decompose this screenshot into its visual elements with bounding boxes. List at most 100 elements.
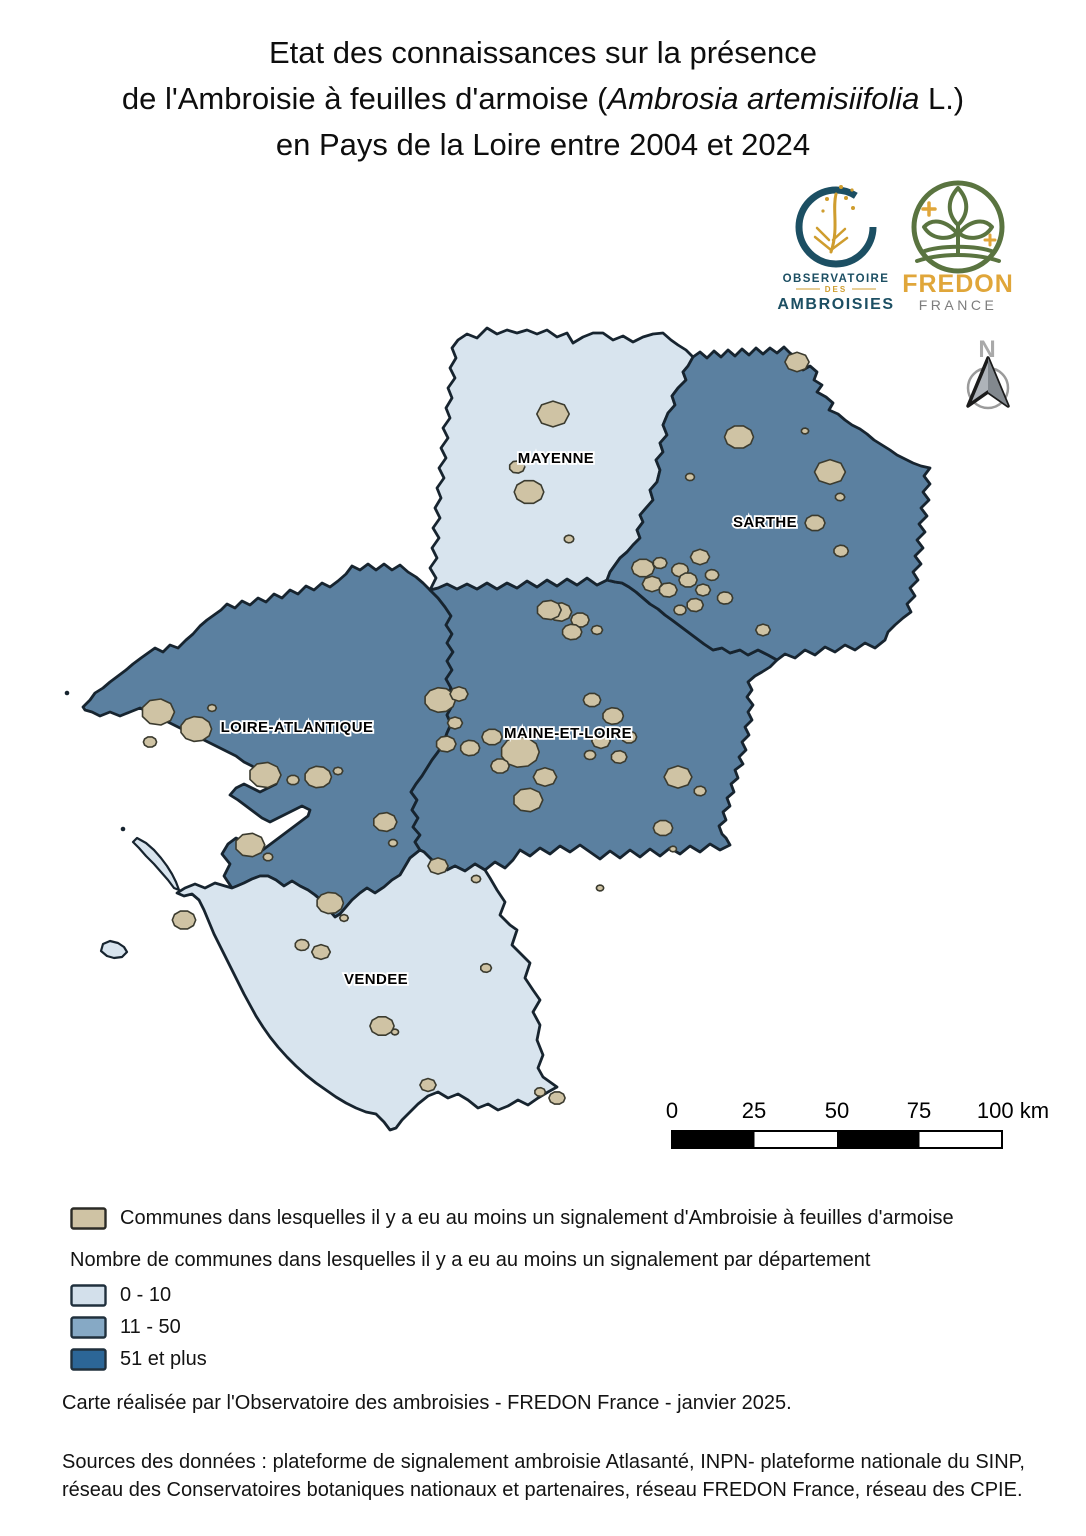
scale-tick-75: 75 bbox=[907, 1098, 931, 1123]
commune-polygon bbox=[470, 874, 482, 884]
legend-commune-swatch bbox=[70, 1206, 107, 1230]
commune-polygon bbox=[532, 766, 558, 788]
commune-polygon bbox=[595, 884, 605, 892]
commune-polygon bbox=[561, 623, 583, 641]
observatoire-plant-leaves bbox=[813, 226, 849, 252]
observatoire-name-line1: OBSERVATOIRE bbox=[783, 273, 890, 285]
islet-dot bbox=[64, 690, 70, 696]
commune-polygon bbox=[508, 460, 526, 474]
commune-polygon bbox=[180, 715, 213, 743]
observatoire-logo: OBSERVATOIRE DES AMBROISIES bbox=[777, 185, 893, 313]
commune-polygon bbox=[582, 692, 602, 708]
commune-polygon bbox=[446, 716, 464, 730]
map-credit: Carte réalisée par l'Observatoire des am… bbox=[62, 1392, 792, 1414]
scale-tick-0: 0 bbox=[666, 1098, 678, 1123]
commune-polygon bbox=[563, 534, 575, 544]
commune-polygon bbox=[459, 739, 481, 757]
commune-polygon bbox=[387, 838, 399, 848]
label-mayenne: MAYENNE bbox=[518, 450, 594, 467]
commune-polygon bbox=[536, 599, 562, 621]
commune-polygon bbox=[304, 765, 333, 789]
commune-polygon bbox=[784, 351, 810, 373]
commune-polygon bbox=[500, 736, 540, 768]
commune-polygon bbox=[813, 458, 847, 486]
commune-polygon bbox=[630, 558, 656, 578]
scale-bar: 0 25 50 75 100 km bbox=[666, 1098, 1049, 1149]
north-label: N bbox=[978, 336, 995, 363]
north-arrow-shade bbox=[988, 358, 1008, 406]
latin-name: Ambrosia artemisiifolia bbox=[607, 81, 920, 116]
commune-polygon bbox=[171, 910, 197, 930]
scale-bar-segment bbox=[837, 1131, 920, 1148]
commune-polygon bbox=[684, 472, 696, 482]
commune-polygon bbox=[481, 728, 503, 746]
observatoire-plant-icon bbox=[829, 192, 838, 254]
commune-polygon bbox=[480, 962, 493, 974]
commune-polygon bbox=[704, 568, 720, 582]
scale-tick-100: 100 km bbox=[977, 1098, 1049, 1123]
commune-polygon bbox=[142, 736, 158, 748]
commune-polygon bbox=[689, 548, 711, 566]
commune-polygon bbox=[590, 624, 604, 636]
title-line-1: Etat des connaissances sur la présence bbox=[269, 35, 817, 70]
legend-commune-label: Communes dans lesquelles il y a eu au mo… bbox=[120, 1206, 954, 1229]
commune-polygon bbox=[427, 857, 449, 875]
commune-polygon bbox=[658, 582, 678, 598]
legend-class-row: 0 - 10 bbox=[70, 1284, 954, 1307]
legend-class-swatch-mid bbox=[70, 1316, 107, 1339]
commune-polygon bbox=[723, 425, 755, 449]
label-vendee: VENDEE bbox=[344, 971, 408, 988]
legend-class-row: 51 et plus bbox=[70, 1348, 954, 1371]
commune-polygon bbox=[249, 761, 282, 789]
commune-polygon bbox=[833, 544, 850, 558]
fredon-sparkle-icons bbox=[921, 201, 997, 247]
fredon-name-line1: FREDON bbox=[902, 270, 1014, 298]
label-maine-et-loire: MAINE-ET-LOIRE bbox=[504, 725, 632, 742]
commune-polygon bbox=[652, 556, 668, 570]
commune-polygon bbox=[390, 1028, 400, 1036]
legend: Communes dans lesquelles il y a eu au mo… bbox=[70, 1203, 954, 1371]
commune-polygon bbox=[694, 583, 712, 597]
legend-class-swatch-low bbox=[70, 1284, 107, 1307]
legend-class-row: 11 - 50 bbox=[70, 1316, 954, 1339]
commune-polygon bbox=[424, 686, 457, 714]
commune-polygon bbox=[310, 943, 332, 961]
scale-bar-segment bbox=[672, 1131, 755, 1148]
title-line-3: en Pays de la Loire entre 2004 et 2024 bbox=[275, 127, 811, 162]
legend-class-label-mid: 11 - 50 bbox=[120, 1316, 181, 1338]
commune-polygon bbox=[678, 572, 698, 588]
fredon-circle-icon bbox=[911, 180, 1005, 274]
data-sources: Sources des données : plateforme de sign… bbox=[62, 1451, 1025, 1501]
fredon-name-line2: FRANCE bbox=[919, 297, 998, 313]
commune-polygon bbox=[534, 1086, 547, 1098]
title-line-2: de l'Ambroisie à feuilles d'armoise (Amb… bbox=[121, 81, 965, 116]
commune-polygon bbox=[548, 1091, 566, 1105]
north-arrow: N bbox=[966, 336, 1010, 410]
legend-heading: Nombre de communes dans lesquelles il y … bbox=[70, 1248, 871, 1271]
noirmoutier-peninsula bbox=[131, 836, 181, 892]
scale-tick-50: 50 bbox=[825, 1098, 849, 1123]
observatoire-crescent-icon bbox=[795, 186, 877, 268]
department-vendee bbox=[175, 848, 559, 1132]
legend-class-swatch-high bbox=[70, 1348, 107, 1371]
commune-polygon bbox=[206, 703, 218, 713]
departments-layer bbox=[64, 326, 932, 1132]
commune-polygon bbox=[804, 514, 826, 532]
observatoire-name-line2: DES bbox=[825, 285, 847, 294]
commune-polygon bbox=[373, 811, 398, 833]
commune-polygon bbox=[235, 832, 266, 858]
label-loire-atlantique: LOIRE-ATLANTIQUE bbox=[221, 719, 374, 736]
legend-commune-item: Communes dans lesquelles il y a eu au mo… bbox=[70, 1203, 954, 1233]
commune-polygon bbox=[800, 427, 810, 435]
islet-dot bbox=[120, 826, 126, 832]
legend-class-label-low: 0 - 10 bbox=[120, 1284, 172, 1306]
commune-polygon bbox=[602, 706, 625, 726]
commune-polygon bbox=[513, 479, 545, 505]
commune-polygon bbox=[262, 852, 274, 862]
commune-polygon bbox=[490, 758, 510, 774]
commune-polygon bbox=[369, 1016, 395, 1036]
commune-polygon bbox=[435, 735, 457, 753]
commune-polygon bbox=[141, 698, 176, 726]
ile-d-yeu-island bbox=[99, 939, 129, 960]
